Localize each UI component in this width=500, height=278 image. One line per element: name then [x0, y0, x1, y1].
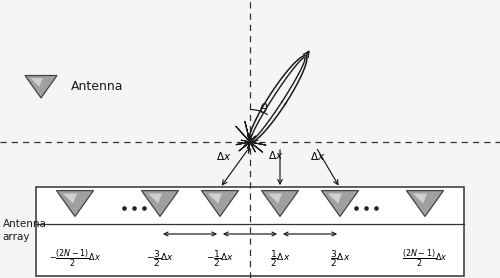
Text: Antenna
array: Antenna array [2, 219, 46, 242]
Text: $\Delta x$: $\Delta x$ [310, 150, 325, 162]
Text: $-\dfrac{1}{2}\Delta x$: $-\dfrac{1}{2}\Delta x$ [206, 248, 234, 269]
Polygon shape [30, 78, 42, 87]
Text: $\Delta x$: $\Delta x$ [216, 150, 232, 162]
Text: $-\dfrac{(2N-1)}{2}\Delta x$: $-\dfrac{(2N-1)}{2}\Delta x$ [49, 247, 101, 269]
Polygon shape [56, 191, 94, 217]
Text: Antenna: Antenna [71, 81, 124, 93]
Polygon shape [268, 193, 282, 203]
Text: $\dfrac{1}{2}\Delta x$: $\dfrac{1}{2}\Delta x$ [270, 248, 290, 269]
Polygon shape [142, 191, 178, 217]
Polygon shape [63, 193, 77, 203]
FancyBboxPatch shape [36, 187, 464, 275]
Text: $\dfrac{(2N-1)}{2}\Delta x$: $\dfrac{(2N-1)}{2}\Delta x$ [402, 247, 448, 269]
Text: $\Delta x$: $\Delta x$ [268, 149, 283, 161]
Text: $-\dfrac{3}{2}\Delta x$: $-\dfrac{3}{2}\Delta x$ [146, 248, 174, 269]
Polygon shape [406, 191, 444, 217]
Polygon shape [148, 193, 162, 203]
Polygon shape [262, 191, 298, 217]
Text: $\dfrac{3}{2}\Delta x$: $\dfrac{3}{2}\Delta x$ [330, 248, 350, 269]
Polygon shape [328, 193, 342, 203]
Polygon shape [208, 193, 222, 203]
Polygon shape [25, 76, 57, 98]
Polygon shape [202, 191, 238, 217]
Polygon shape [413, 193, 427, 203]
Polygon shape [322, 191, 358, 217]
Text: $\theta$: $\theta$ [259, 102, 268, 116]
